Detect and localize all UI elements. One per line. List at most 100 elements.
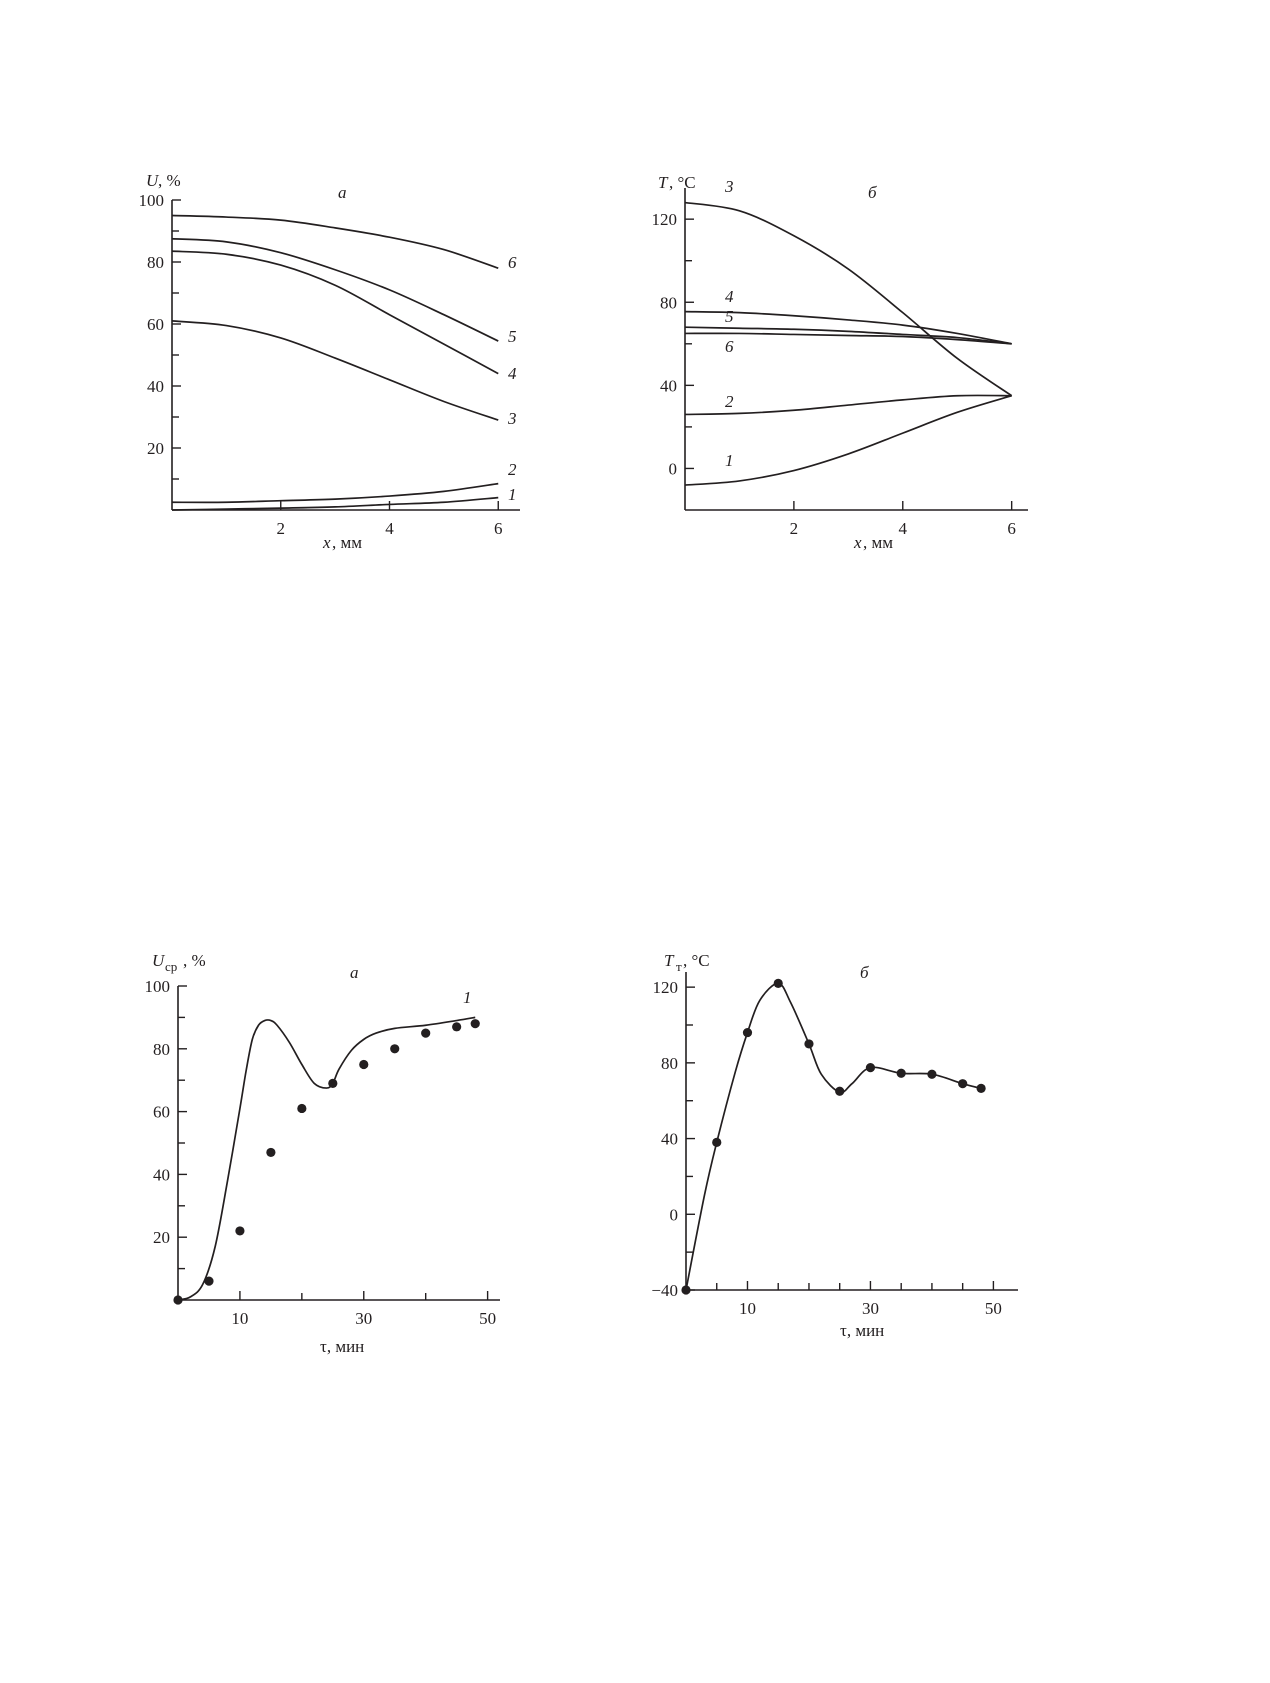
- experiment-point: [204, 1276, 214, 1286]
- x-axis-label-unit: , мм: [863, 533, 893, 552]
- x-tick-label: 50: [985, 1299, 1002, 1318]
- y-axis-label-sub: т: [676, 959, 682, 974]
- experiment-point: [865, 1062, 876, 1073]
- experiment-point: [173, 1295, 183, 1305]
- series-line-4: [171, 250, 499, 375]
- series-line-3: [171, 320, 499, 421]
- x-tick-label: 10: [739, 1299, 756, 1318]
- series-label-3: 3: [724, 177, 734, 196]
- series-line-2: [171, 482, 499, 504]
- y-tick-label: 60: [147, 315, 164, 334]
- experiment-point: [235, 1226, 245, 1236]
- series-label-1: 1: [508, 485, 517, 504]
- y-tick-label: 100: [145, 977, 171, 996]
- x-tick-label: 2: [790, 519, 799, 538]
- experiment-point: [452, 1022, 462, 1032]
- panel-letter: а: [338, 183, 347, 202]
- series-label-4: 4: [725, 287, 734, 306]
- x-tick-label: 50: [479, 1309, 496, 1328]
- experiment-point: [681, 1285, 691, 1295]
- chart-moisture-profile: 20 40 60 80 100 2 4 6 U , % а x , мм 1 2 3 4 5 6: [120, 170, 580, 610]
- series-line-calc: [685, 982, 982, 1291]
- chart-material-temperature-svg: −40 0 40 80 120 10 30 50 T т , °C б τ, мин: [651, 951, 1018, 1340]
- panel-letter: а: [350, 963, 359, 982]
- y-tick-label: 0: [670, 1205, 679, 1224]
- y-tick-label: 40: [660, 376, 677, 395]
- series-line-3: [684, 201, 1013, 397]
- panel-letter: б: [868, 183, 877, 202]
- y-tick-label: 40: [147, 377, 164, 396]
- series-label-6: 6: [508, 253, 517, 272]
- x-tick-label: 4: [899, 519, 908, 538]
- experiment-point: [927, 1069, 937, 1079]
- x-axis-label: τ, мин: [840, 1321, 884, 1340]
- series-label-1: 1: [463, 988, 472, 1007]
- y-axis-label-sub: ср: [165, 959, 177, 974]
- experiment-point: [804, 1039, 814, 1049]
- y-axis-label-main: T: [658, 173, 669, 192]
- series-label-3: 3: [507, 409, 517, 428]
- experiment-point: [958, 1079, 968, 1089]
- x-tick-label: 30: [862, 1299, 879, 1318]
- chart-average-moisture: 20 40 60 80 100 10 30 50 U ср , % а τ, мин 1: [120, 951, 580, 1440]
- experiment-point: [835, 1086, 845, 1096]
- series-label-2: 2: [508, 460, 517, 479]
- experiment-point: [742, 1027, 753, 1038]
- x-tick-label: 30: [355, 1309, 372, 1328]
- experiment-point: [297, 1103, 307, 1114]
- series-label-5: 5: [725, 307, 734, 326]
- y-axis-label-unit: , °C: [669, 173, 696, 192]
- y-tick-label: 20: [147, 439, 164, 458]
- y-tick-label: 120: [652, 210, 678, 229]
- x-axis-label-main: x: [322, 533, 331, 552]
- y-axis-label-unit: , °C: [683, 951, 710, 970]
- y-axis-label-unit: , %: [158, 171, 181, 190]
- experiment-point: [773, 978, 783, 988]
- experiment-point: [470, 1019, 480, 1029]
- series-line-6: [684, 332, 1012, 345]
- experiment-point: [359, 1059, 369, 1070]
- series-line-5: [684, 326, 1012, 345]
- series-label-1: 1: [725, 451, 734, 470]
- y-tick-label: 60: [153, 1103, 170, 1122]
- x-axis-label-main: x: [853, 533, 862, 552]
- series-line-1: [684, 394, 1012, 486]
- x-tick-label: 6: [494, 519, 503, 538]
- x-axis-label-unit: , мм: [332, 533, 362, 552]
- y-axis-label-main: T: [664, 951, 675, 970]
- x-tick-label: 4: [385, 519, 394, 538]
- series-line-6: [171, 214, 499, 270]
- experiment-point: [421, 1028, 431, 1038]
- y-tick-label: 80: [147, 253, 164, 272]
- y-tick-label: 40: [661, 1130, 678, 1149]
- panel-letter: б: [860, 963, 869, 982]
- experiment-point: [976, 1083, 986, 1094]
- y-tick-label: 100: [139, 191, 165, 210]
- y-axis-label-unit: , %: [183, 951, 206, 970]
- y-axis-label-main: U: [152, 951, 166, 970]
- series-label-6: 6: [725, 337, 734, 356]
- x-tick-label: 6: [1007, 519, 1016, 538]
- y-tick-label: 20: [153, 1228, 170, 1247]
- x-tick-label: 10: [231, 1309, 248, 1328]
- x-tick-label: 2: [277, 519, 286, 538]
- series-label-4: 4: [508, 364, 517, 383]
- experiment-point: [896, 1068, 906, 1078]
- series-line-1: [177, 1016, 476, 1301]
- series-line-2: [684, 394, 1012, 416]
- series-line-4: [684, 310, 1012, 345]
- x-axis-label: τ, мин: [320, 1337, 364, 1356]
- y-tick-label: 40: [153, 1165, 170, 1184]
- y-tick-label: 120: [653, 978, 679, 997]
- y-tick-label: 80: [661, 1054, 678, 1073]
- y-tick-label: −40: [651, 1281, 678, 1300]
- experiment-point: [328, 1078, 338, 1088]
- series-label-2: 2: [725, 392, 734, 411]
- experiment-point: [390, 1044, 400, 1054]
- y-tick-label: 80: [660, 293, 677, 312]
- experiment-point: [712, 1137, 722, 1147]
- experiment-point: [266, 1147, 276, 1158]
- chart-material-temperature: −40 0 40 80 120 10 30 50 T т , °C б τ, мин: [650, 951, 1110, 1440]
